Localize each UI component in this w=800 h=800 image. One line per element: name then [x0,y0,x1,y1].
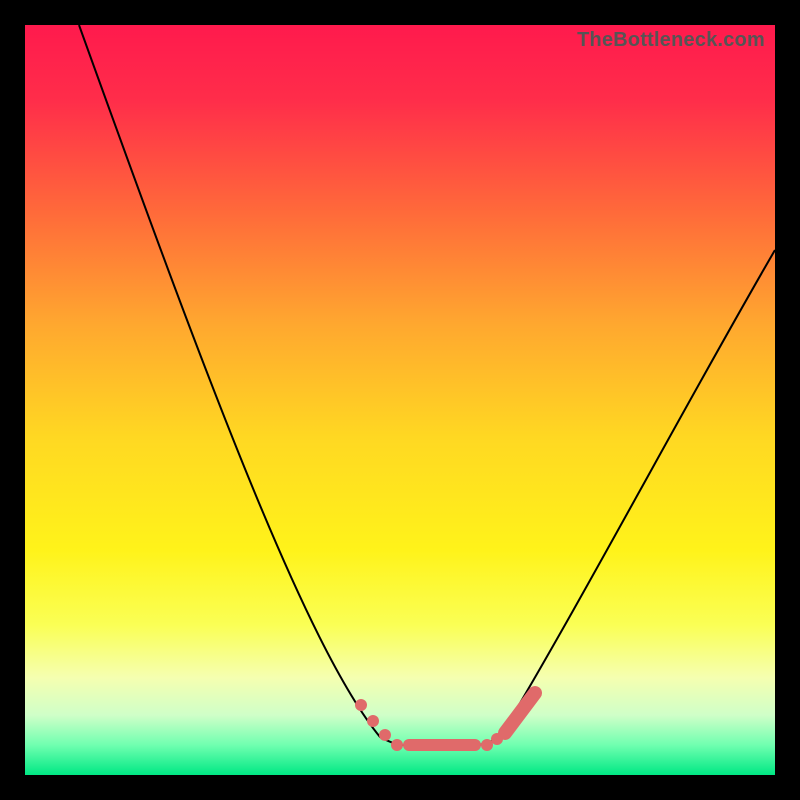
marker-dot [355,699,367,711]
marker-pill-right [505,693,535,733]
attribution-text: TheBottleneck.com [577,29,765,52]
plot-area: TheBottleneck.com [25,25,775,775]
marker-dot [481,739,493,751]
marker-pill-bottom [403,739,481,751]
marker-dot [391,739,403,751]
marker-dot [491,733,503,745]
curves-layer [25,25,775,775]
marker-dot [379,729,391,741]
bottleneck-curve [79,25,775,745]
marker-group [355,693,535,751]
outer-frame: TheBottleneck.com [0,0,800,800]
marker-dot [367,715,379,727]
